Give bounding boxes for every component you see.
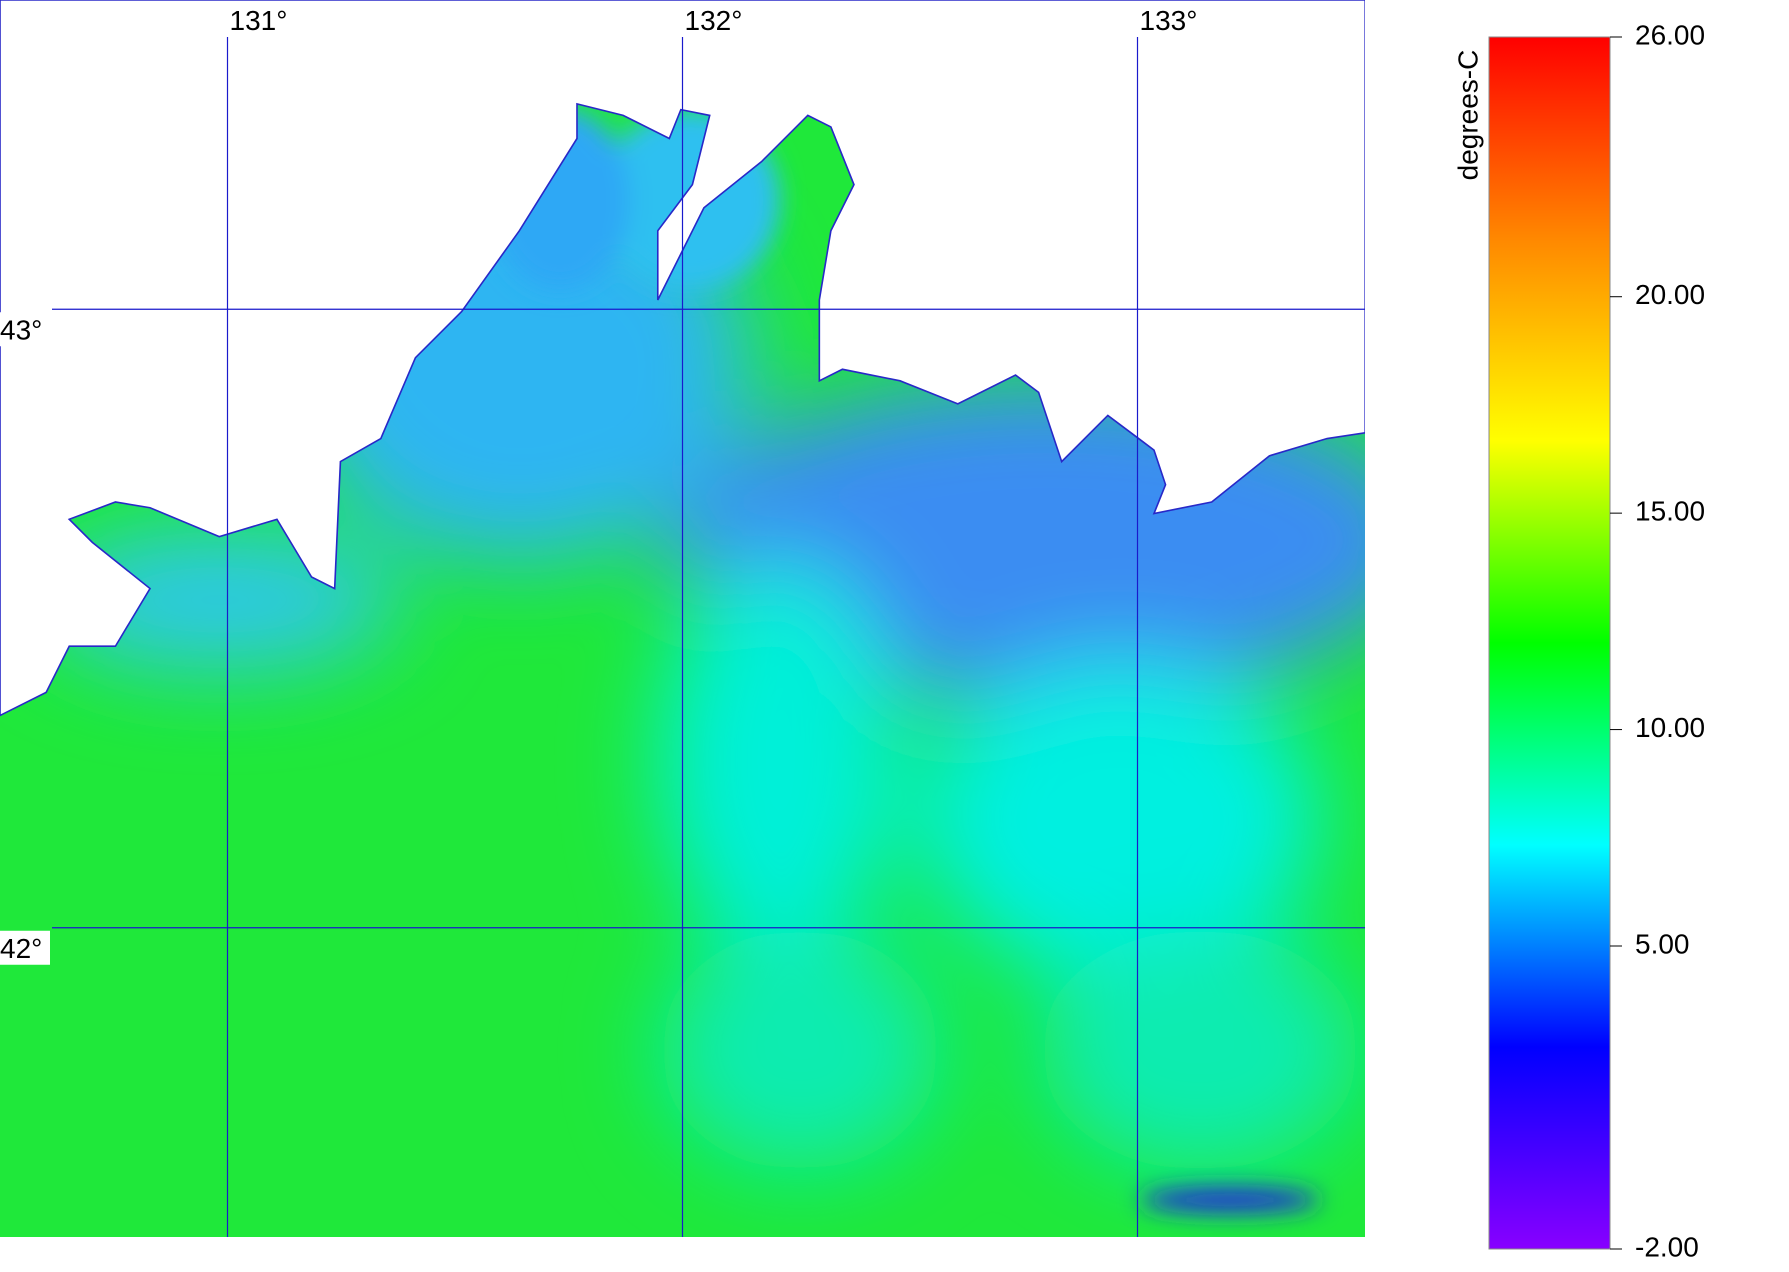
graticule: 131° 132° 133° 43° 42° [0,5,1365,1237]
colorbar-tick-label: 5.00 [1635,928,1690,959]
lon-label: 133° [1140,5,1198,36]
colorbar [1488,36,1611,1250]
colorbar-tick-label: 26.00 [1635,19,1705,50]
lat-label: 42° [0,933,42,964]
colorbar-tick-label: 10.00 [1635,712,1705,743]
lat-label-bg [0,930,50,965]
land [0,0,1365,717]
lat-label-bg [0,312,50,347]
colorbar-label: degrees-C [1452,50,1483,181]
colorbar-tick-label: 20.00 [1635,279,1705,310]
colorbar-tick-label: 15.00 [1635,496,1705,527]
lon-label: 131° [230,5,288,36]
colorbar-tick-label: -2.00 [1635,1231,1699,1262]
sea-surface-field [0,0,1365,1237]
lon-label: 132° [685,5,743,36]
lat-label: 43° [0,314,42,345]
